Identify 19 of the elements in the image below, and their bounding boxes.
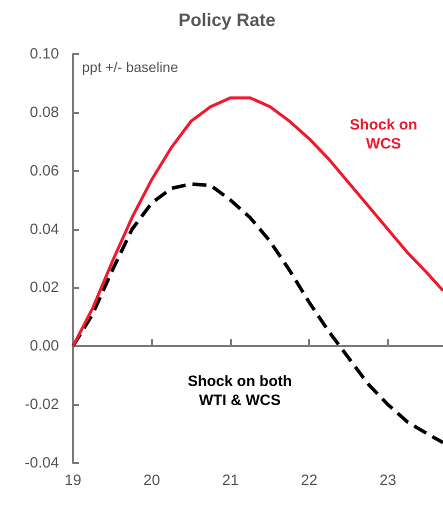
- y-tick-label: 0.00: [30, 338, 59, 355]
- chart-title: Policy Rate: [178, 10, 276, 30]
- x-tick-label: 19: [64, 472, 82, 489]
- y-tick-label: 0.06: [30, 162, 59, 180]
- x-tick-label: 23: [380, 472, 396, 489]
- series-label: Shock on WCS: [350, 116, 418, 153]
- y-tick-label: -0.02: [24, 396, 59, 414]
- y-axis-title: ppt +/- baseline: [82, 59, 178, 75]
- y-tick-label: 0.08: [30, 104, 59, 121]
- y-tick-label: 0.02: [30, 279, 59, 296]
- y-tick-label: 0.10: [30, 46, 59, 62]
- x-tick-label: 22: [300, 472, 318, 489]
- text: Shock on both WTI & WCS: [188, 372, 292, 409]
- y-tick-label: 0.04: [30, 220, 59, 238]
- line-series: [72, 96, 443, 348]
- x-tick-label: 20: [143, 472, 160, 489]
- line-series: [71, 182, 443, 444]
- y-tick-label: -0.04: [24, 454, 59, 472]
- x-tick-label: 21: [222, 472, 239, 489]
